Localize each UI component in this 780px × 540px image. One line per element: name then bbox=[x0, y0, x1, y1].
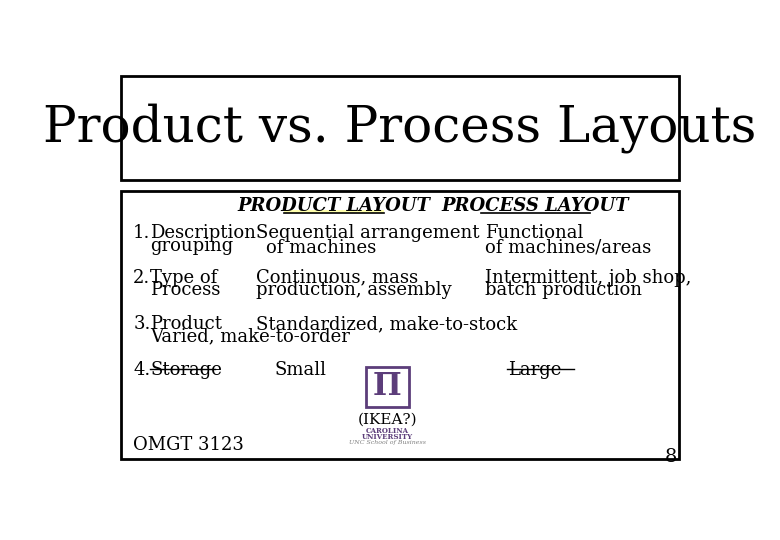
Text: Storage: Storage bbox=[151, 361, 222, 379]
Text: Type of: Type of bbox=[151, 269, 218, 287]
Text: 1.: 1. bbox=[133, 224, 151, 242]
Text: PROCESS LAYOUT: PROCESS LAYOUT bbox=[441, 197, 629, 215]
Text: UNC School of Business: UNC School of Business bbox=[349, 440, 426, 445]
Text: batch production: batch production bbox=[485, 281, 642, 299]
Text: Large: Large bbox=[509, 361, 562, 379]
Text: 3.: 3. bbox=[133, 315, 151, 333]
Text: Description: Description bbox=[151, 224, 256, 242]
Text: 4.: 4. bbox=[133, 361, 151, 379]
Text: Standardized, make-to-stock: Standardized, make-to-stock bbox=[257, 315, 518, 333]
Text: Varied, make-to-order: Varied, make-to-order bbox=[151, 327, 350, 346]
Text: CAROLINA: CAROLINA bbox=[366, 427, 409, 435]
FancyBboxPatch shape bbox=[283, 210, 385, 213]
Text: OMGT 3123: OMGT 3123 bbox=[133, 436, 244, 454]
Text: Product vs. Process Layouts: Product vs. Process Layouts bbox=[43, 103, 757, 153]
Text: Continuous, mass: Continuous, mass bbox=[257, 269, 419, 287]
Text: production, assembly: production, assembly bbox=[257, 281, 452, 299]
FancyBboxPatch shape bbox=[366, 367, 409, 408]
Text: PRODUCT LAYOUT: PRODUCT LAYOUT bbox=[237, 197, 431, 215]
Text: Functional: Functional bbox=[485, 224, 583, 242]
FancyBboxPatch shape bbox=[121, 76, 679, 180]
Text: Process: Process bbox=[151, 281, 221, 299]
Text: Π: Π bbox=[373, 371, 402, 402]
Text: 8: 8 bbox=[665, 448, 677, 466]
Text: 2.: 2. bbox=[133, 269, 151, 287]
Text: Small: Small bbox=[275, 361, 326, 379]
FancyBboxPatch shape bbox=[121, 191, 679, 459]
Text: Product: Product bbox=[151, 315, 222, 333]
Text: UNIVERSITY: UNIVERSITY bbox=[362, 433, 413, 441]
Text: of machines/areas: of machines/areas bbox=[485, 239, 651, 257]
Text: of machines: of machines bbox=[267, 239, 377, 257]
Text: (IKEA?): (IKEA?) bbox=[357, 413, 417, 427]
Text: Sequential arrangement: Sequential arrangement bbox=[257, 224, 480, 242]
Text: grouping: grouping bbox=[151, 237, 233, 254]
Text: Intermittent, job shop,: Intermittent, job shop, bbox=[485, 269, 691, 287]
